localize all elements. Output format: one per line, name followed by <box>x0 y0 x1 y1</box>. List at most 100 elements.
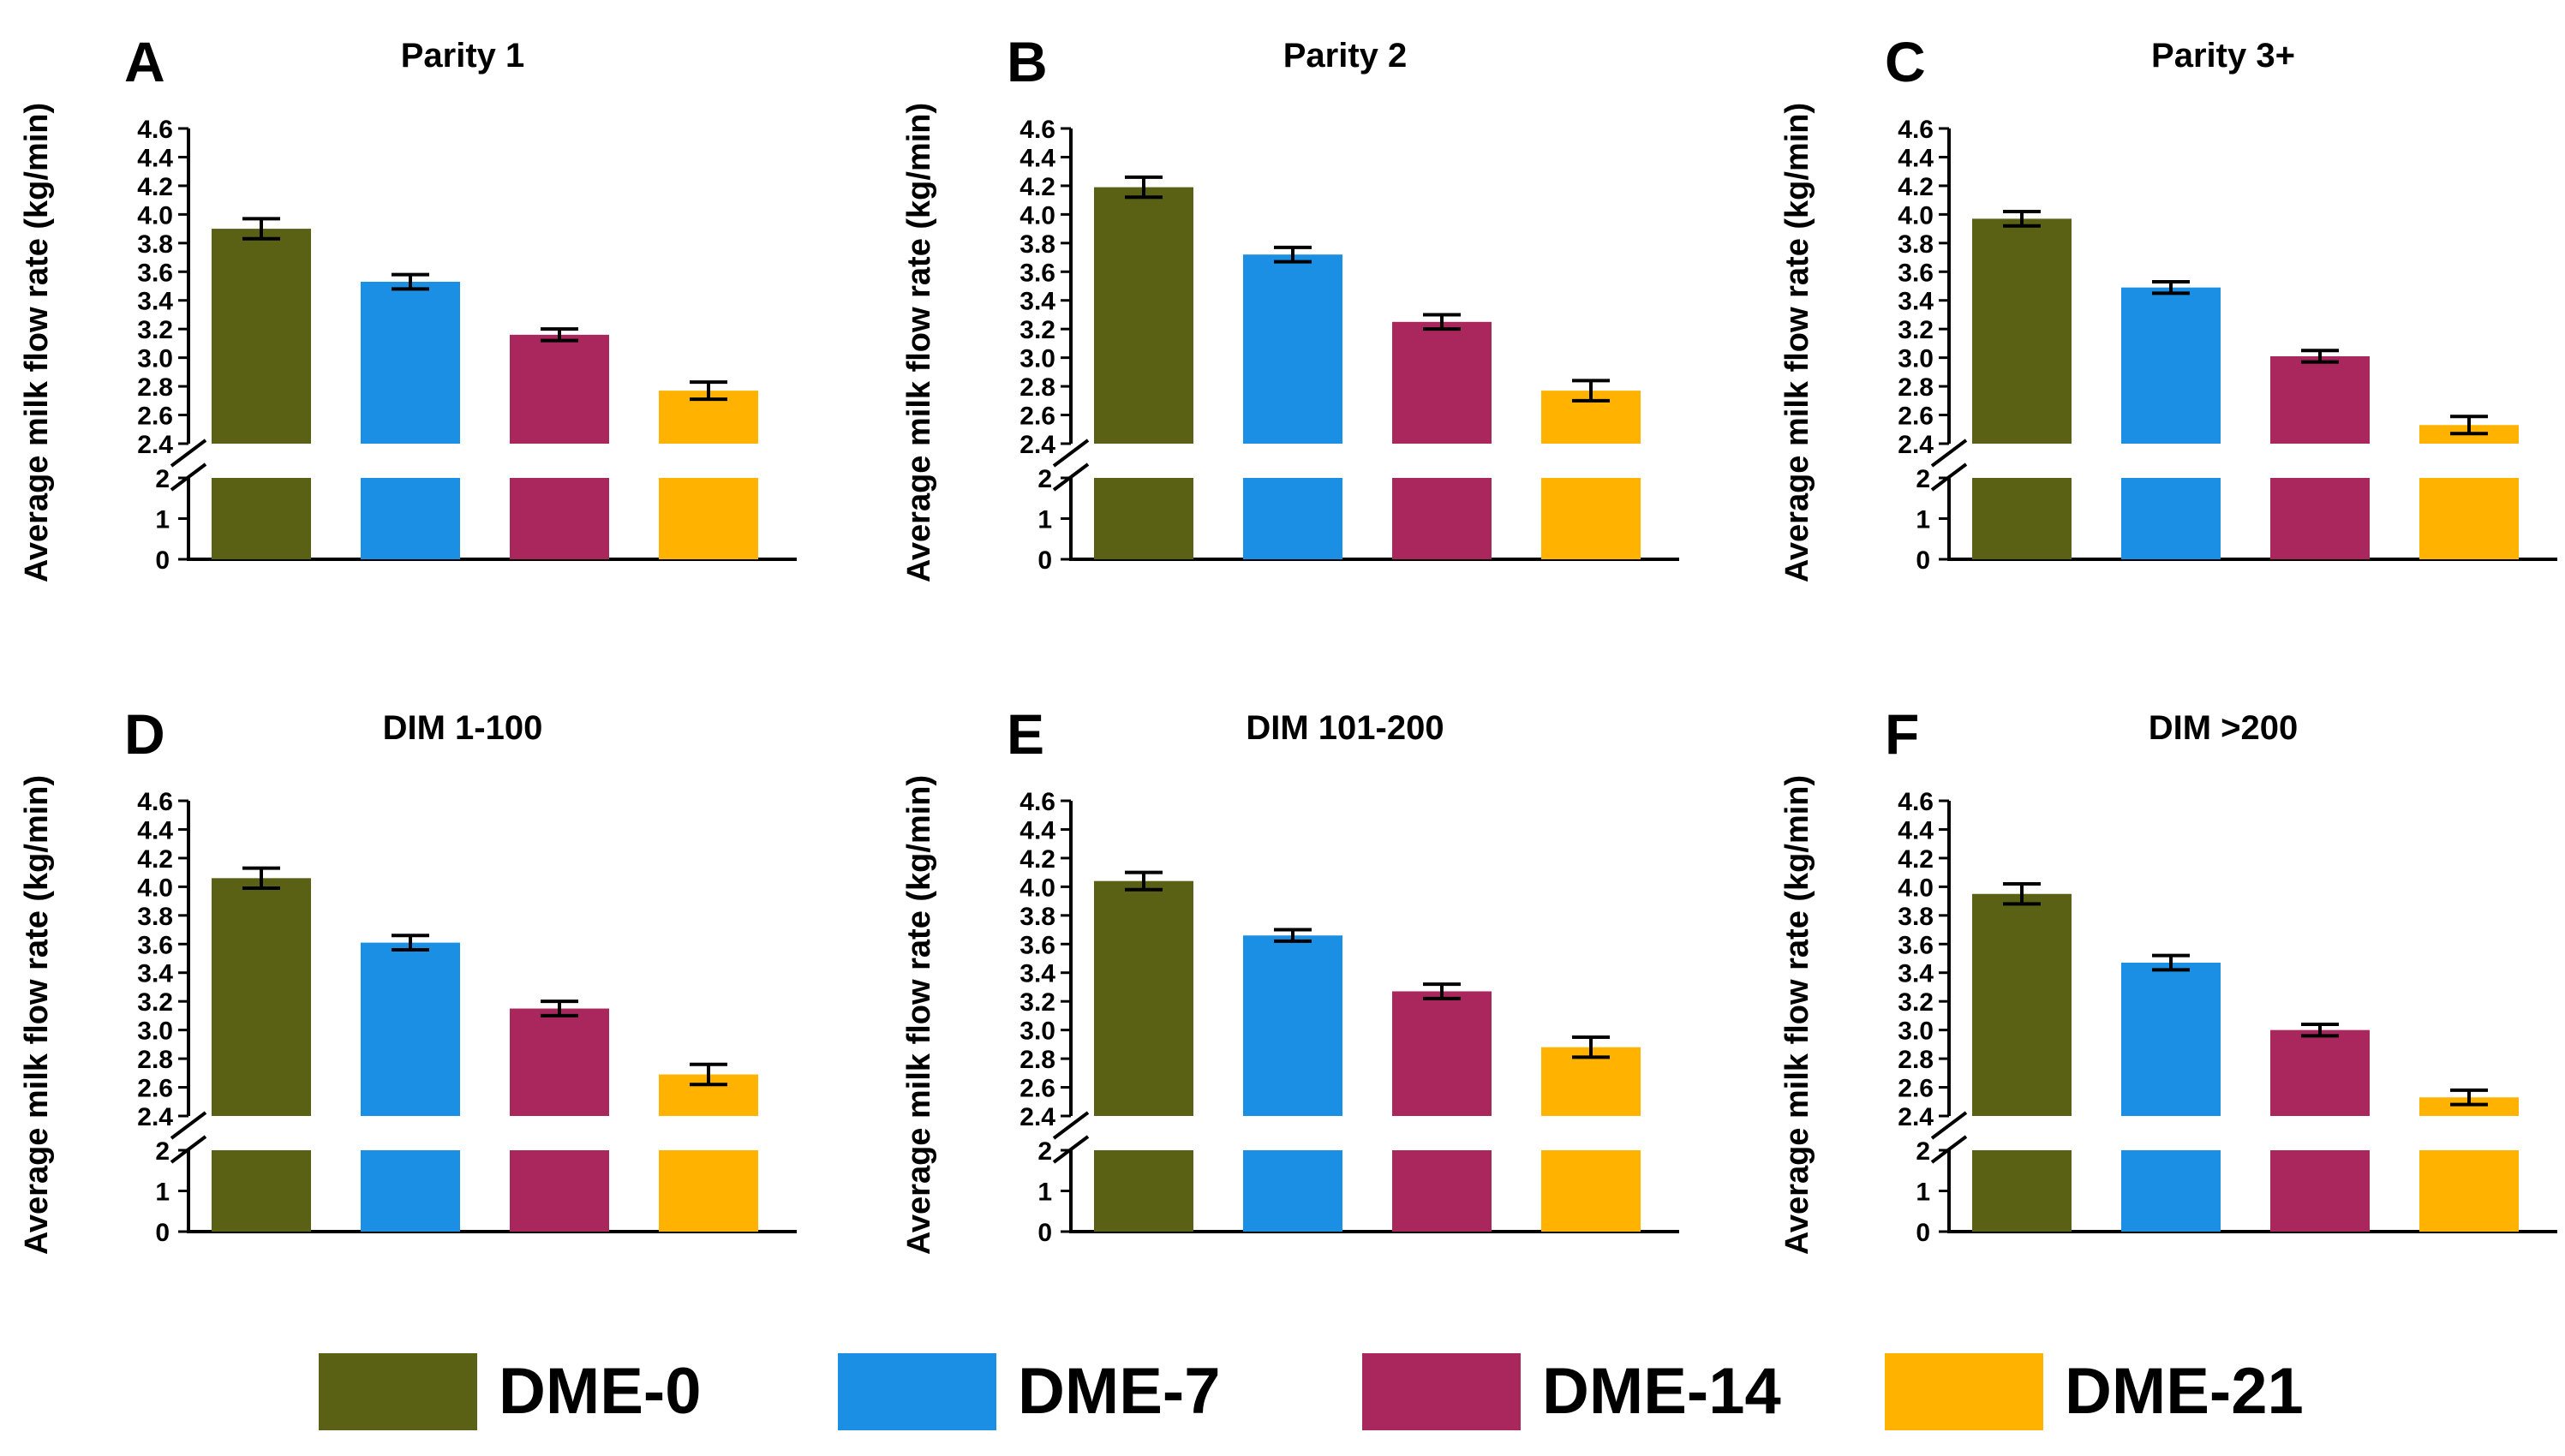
axis-break-mark <box>1930 1111 1968 1140</box>
y-tick-label: 4.2 <box>137 845 173 874</box>
panel-c: C Parity 3+ Average milk flow rate (kg/min… <box>1779 30 2557 582</box>
y-tick-label: 0 <box>155 546 170 575</box>
axis-break-mark <box>1052 1111 1090 1140</box>
bar-lower-dme-0 <box>1094 478 1193 559</box>
y-tick-label: 1 <box>155 506 170 534</box>
bar-lower-dme-0 <box>1972 478 2072 559</box>
y-tick-label: 2 <box>155 1137 170 1166</box>
y-tick-label: 3.2 <box>137 988 173 1017</box>
y-tick-label: 2.6 <box>1898 1075 1934 1103</box>
y-tick-label: 4.6 <box>1019 116 1055 144</box>
y-tick-label: 2.8 <box>137 373 173 402</box>
y-tick-label: 4.4 <box>1898 816 1934 844</box>
bar-lower-dme-7 <box>361 1150 460 1232</box>
bar-lower-dme-14 <box>2270 478 2370 559</box>
axis-break-mark <box>1052 439 1090 468</box>
y-tick-label: 2 <box>1037 465 1052 493</box>
bar-lower-dme-14 <box>510 1150 609 1232</box>
y-axis-label: Average milk flow rate (kg/min) <box>901 775 937 1255</box>
y-tick-label: 3.0 <box>1019 345 1055 373</box>
y-tick-label: 4.6 <box>1898 788 1934 816</box>
y-tick-label: 4.0 <box>1019 874 1055 902</box>
y-tick-label: 2.4 <box>1898 1103 1934 1131</box>
bar-lower-dme-21 <box>2419 1150 2519 1232</box>
bar-dme-7 <box>1243 254 1342 444</box>
y-tick-label: 4.4 <box>1019 144 1055 172</box>
legend-swatch <box>319 1353 477 1430</box>
bar-dme-14 <box>2270 355 2370 444</box>
bar-dme-14 <box>2270 1029 2370 1116</box>
legend: DME-0 DME-7 DME-14 DME-21 <box>319 1353 2304 1430</box>
y-tick-label: 3.4 <box>137 960 173 988</box>
legend-label: DME-14 <box>1542 1355 1781 1428</box>
legend-item-dme-0: DME-0 <box>319 1353 701 1430</box>
y-tick-label: 2.6 <box>1019 1075 1055 1103</box>
legend-swatch <box>1885 1353 2043 1430</box>
bar-dme-0 <box>212 878 311 1116</box>
y-tick-label: 3.4 <box>137 288 173 316</box>
y-tick-label: 3.6 <box>1019 259 1055 287</box>
y-tick-label: 0 <box>1916 546 1930 575</box>
bar-dme-0 <box>212 229 311 444</box>
bar-dme-7 <box>361 942 460 1116</box>
bar-lower-dme-7 <box>2121 1150 2221 1232</box>
y-tick-label: 4.0 <box>137 874 173 902</box>
y-tick-label: 3.6 <box>137 931 173 959</box>
y-tick-label: 3.2 <box>1898 988 1934 1017</box>
legend-label: DME-7 <box>1018 1355 1220 1428</box>
axis-break-mark <box>1930 439 1968 468</box>
y-tick-label: 0 <box>1037 546 1052 575</box>
y-tick-label: 3.0 <box>1019 1017 1055 1046</box>
y-tick-label: 4.2 <box>1019 845 1055 874</box>
panel-title: DIM 1-100 <box>383 709 543 747</box>
panel-d: D DIM 1-100 Average milk flow rate (kg/min… <box>19 702 797 1255</box>
y-tick-label: 2.8 <box>1019 1046 1055 1074</box>
panel-letter: A <box>124 30 165 93</box>
y-tick-label: 3.4 <box>1898 288 1934 316</box>
y-tick-label: 3.2 <box>1019 988 1055 1017</box>
bar-dme-14 <box>1392 991 1492 1116</box>
legend-swatch <box>838 1353 996 1430</box>
y-tick-label: 2.8 <box>1898 373 1934 402</box>
y-tick-label: 4.4 <box>1898 144 1934 172</box>
bar-lower-dme-21 <box>1541 478 1641 559</box>
y-tick-label: 1 <box>155 1179 170 1207</box>
bar-lower-dme-14 <box>510 478 609 559</box>
y-tick-label: 2.6 <box>137 403 173 431</box>
y-tick-label: 1 <box>1916 506 1930 534</box>
bar-lower-dme-7 <box>1243 478 1342 559</box>
panel-title: DIM >200 <box>2149 709 2299 747</box>
y-tick-label: 3.4 <box>1019 288 1055 316</box>
y-tick-label: 2.6 <box>1019 403 1055 431</box>
y-tick-label: 3.0 <box>1898 1017 1934 1046</box>
axis-break-mark <box>170 439 207 468</box>
legend-item-dme-7: DME-7 <box>838 1353 1220 1430</box>
bar-lower-dme-14 <box>1392 478 1492 559</box>
y-tick-label: 1 <box>1037 506 1052 534</box>
y-tick-label: 3.4 <box>1898 960 1934 988</box>
bar-dme-0 <box>1972 218 2072 444</box>
y-tick-label: 1 <box>1037 1179 1052 1207</box>
y-tick-label: 3.6 <box>1898 259 1934 287</box>
y-tick-label: 3.8 <box>137 230 173 259</box>
y-tick-label: 1 <box>1916 1179 1930 1207</box>
bar-lower-dme-21 <box>1541 1150 1641 1232</box>
bar-lower-dme-0 <box>212 478 311 559</box>
y-tick-label: 3.2 <box>1898 316 1934 344</box>
y-tick-label: 4.0 <box>137 201 173 230</box>
bar-dme-7 <box>2121 287 2221 444</box>
y-tick-label: 4.0 <box>1019 201 1055 230</box>
y-tick-label: 2 <box>155 465 170 493</box>
y-tick-label: 4.6 <box>137 116 173 144</box>
y-tick-label: 2.4 <box>1019 1103 1055 1131</box>
y-tick-label: 4.4 <box>1019 816 1055 844</box>
y-tick-label: 2.8 <box>1019 373 1055 402</box>
y-tick-label: 3.8 <box>137 903 173 931</box>
panel-title: Parity 3+ <box>2151 37 2295 75</box>
y-tick-label: 0 <box>1037 1219 1052 1247</box>
bar-dme-14 <box>510 334 609 444</box>
panel-letter: F <box>1885 702 1919 766</box>
panel-letter: B <box>1007 30 1048 93</box>
bar-dme-7 <box>1243 935 1342 1116</box>
panel-letter: D <box>124 702 165 766</box>
